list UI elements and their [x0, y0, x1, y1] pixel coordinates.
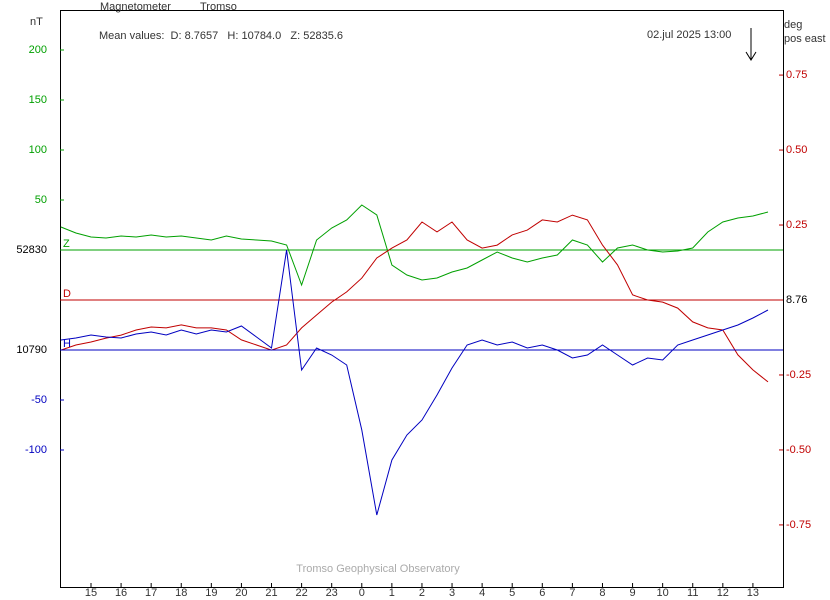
y-tick-label: -100 [25, 444, 47, 456]
y-tick-label: 150 [29, 94, 47, 106]
x-tick-label: 3 [449, 587, 455, 599]
y-tick-label: 200 [29, 44, 47, 56]
x-tick-label: 21 [265, 587, 277, 599]
time-arrow [745, 28, 757, 61]
y-tick-label: -0.25 [786, 369, 811, 381]
x-tick-label: 22 [295, 587, 307, 599]
y-tick-label: -0.75 [786, 519, 811, 531]
y-tick-label: -0.50 [786, 444, 811, 456]
series-line [60, 204, 769, 287]
y-tick-label: 50 [35, 194, 47, 206]
y-tick-label: 52830 [16, 244, 47, 256]
x-tick-label: 1 [389, 587, 395, 599]
y-tick-label: 10790 [16, 344, 47, 356]
x-tick-label: 15 [85, 587, 97, 599]
footer: Tromso Geophysical Observatory [296, 563, 460, 575]
unit-right: deg [784, 19, 802, 31]
x-tick-label: 18 [175, 587, 187, 599]
x-tick-label: 19 [205, 587, 217, 599]
x-tick-label: 20 [235, 587, 247, 599]
unit-left: nT [30, 16, 43, 28]
y-tick-label: 0.75 [786, 69, 807, 81]
y-tick-label: 8.76 [786, 294, 807, 306]
series-label: D [63, 288, 71, 300]
x-tick-label: 11 [687, 587, 698, 599]
x-tick-label: 8 [599, 587, 605, 599]
station: Tromso [200, 1, 237, 13]
x-tick-label: 16 [115, 587, 127, 599]
series-line [60, 214, 769, 383]
mean-values: Mean values: D: 8.7657 H: 10784.0 Z: 528… [99, 30, 343, 42]
x-tick-label: 7 [569, 587, 575, 599]
x-tick-label: 10 [657, 587, 669, 599]
x-tick-label: 9 [630, 587, 636, 599]
y-tick-label: 100 [29, 144, 47, 156]
y-tick-label: 0.50 [786, 144, 807, 156]
x-tick-label: 2 [419, 587, 425, 599]
x-tick-label: 17 [145, 587, 157, 599]
chart-title: Magnetometer [100, 1, 171, 13]
series-label: Z [63, 238, 70, 250]
y-tick-label: 0.25 [786, 219, 807, 231]
y-tick-label: -50 [31, 394, 47, 406]
timestamp: 02.jul 2025 13:00 [647, 29, 731, 41]
unit-right: pos east [784, 33, 826, 45]
x-tick-label: 12 [717, 587, 729, 599]
plot-frame [60, 10, 784, 588]
x-tick-label: 0 [359, 587, 365, 599]
x-tick-label: 4 [479, 587, 485, 599]
x-tick-label: 5 [509, 587, 515, 599]
x-tick-label: 13 [747, 587, 759, 599]
x-tick-label: 6 [539, 587, 545, 599]
x-tick-label: 23 [326, 587, 338, 599]
series-label: H [63, 338, 71, 350]
series-line [60, 249, 769, 516]
